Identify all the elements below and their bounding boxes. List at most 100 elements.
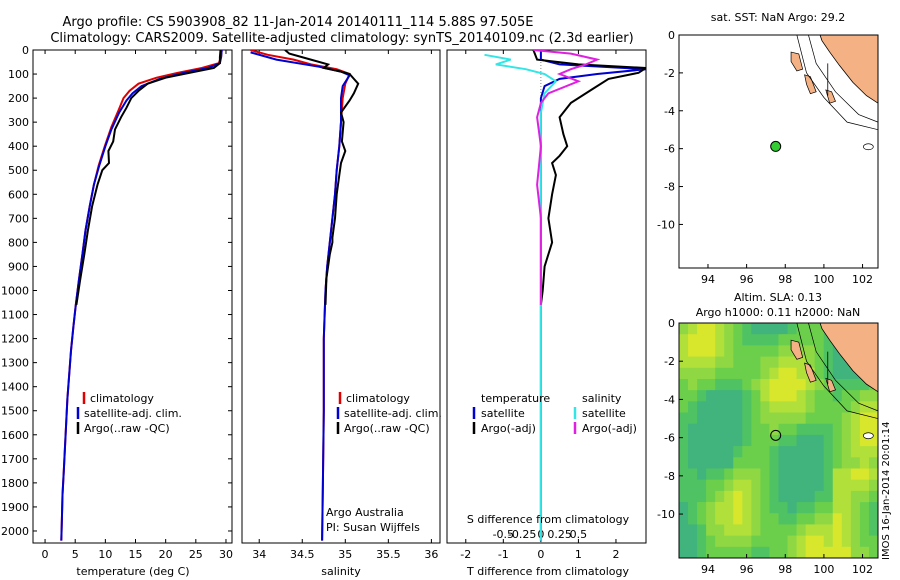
x-tick-label: 5 xyxy=(72,548,79,561)
sla-cell xyxy=(688,345,698,358)
sla-cell xyxy=(688,479,698,492)
sla-cell xyxy=(814,367,825,380)
sla-cell xyxy=(796,468,807,481)
sla-cell xyxy=(805,479,816,492)
x-tick-label: 34 xyxy=(252,548,266,561)
x-tick-label: 1 xyxy=(575,548,582,561)
sla-cell xyxy=(688,378,698,391)
sla-cell xyxy=(733,513,743,525)
sla-cell xyxy=(787,412,798,425)
sla-cell xyxy=(859,378,870,391)
lat-tick-label: -4 xyxy=(664,393,675,406)
sla-cell xyxy=(868,401,879,414)
sla-cell xyxy=(724,356,734,369)
sla-cell xyxy=(679,345,689,358)
sla-cell xyxy=(823,356,834,369)
sla-cell xyxy=(715,390,725,402)
sla-cell xyxy=(760,323,770,335)
sla-cell xyxy=(697,367,707,380)
sla-cell xyxy=(706,546,716,559)
sla-cell xyxy=(769,468,779,481)
sla-cell xyxy=(850,502,861,514)
series-line-argo-adj- xyxy=(532,50,646,306)
depth-tick-label: 1200 xyxy=(1,333,29,346)
island xyxy=(804,74,817,95)
sla-cell xyxy=(769,401,779,414)
sla-cell xyxy=(850,412,861,425)
sla-cell xyxy=(688,334,698,346)
legend-label-t-argo: Argo(-adj) xyxy=(481,422,536,435)
sla-cell xyxy=(751,535,761,548)
sla-cell xyxy=(760,490,770,503)
sla-cell xyxy=(805,378,816,391)
sla-cell xyxy=(850,513,861,525)
sla-cell xyxy=(832,479,843,492)
sla-cell xyxy=(751,390,761,402)
sla-cell xyxy=(778,479,789,492)
lat-tick-label: 0 xyxy=(668,29,675,42)
sla-cell xyxy=(760,479,770,492)
sla-cell xyxy=(706,468,716,481)
sla-cell xyxy=(796,367,807,380)
sla-cell xyxy=(823,412,834,425)
sla-cell xyxy=(787,446,798,458)
salinity-panel-frame xyxy=(241,49,441,544)
sla-cell xyxy=(832,423,843,436)
sla-cell xyxy=(697,524,707,537)
sla-cell xyxy=(814,401,825,414)
sla-cell xyxy=(679,535,689,548)
sla-cell xyxy=(796,412,807,425)
lat-tick-label: -4 xyxy=(664,105,675,118)
sla-cell xyxy=(751,412,761,425)
sla-cell xyxy=(715,323,725,335)
lat-tick-label: -8 xyxy=(664,181,675,194)
sla-cell xyxy=(742,367,752,380)
sla-cell xyxy=(841,390,852,402)
series-line-satellite xyxy=(539,50,646,541)
sla-cell xyxy=(715,401,725,414)
sla-cell xyxy=(796,378,807,391)
lat-tick-label: -2 xyxy=(664,67,675,80)
sla-cell xyxy=(679,524,689,537)
sla-cell xyxy=(724,367,734,380)
depth-contour xyxy=(808,34,879,123)
sla-cell xyxy=(823,546,834,559)
sla-cell xyxy=(778,378,789,391)
sla-cell xyxy=(832,434,843,447)
sla-cell xyxy=(841,535,852,548)
sla-cell xyxy=(859,401,870,414)
sla-cell xyxy=(724,479,734,492)
sla-cell xyxy=(850,490,861,503)
sla-cell xyxy=(814,457,825,469)
sla-cell xyxy=(823,345,834,358)
sla-cell xyxy=(706,390,716,402)
sla-cell xyxy=(841,502,852,514)
x-tick-label: 0 xyxy=(42,548,49,561)
sla-cell xyxy=(805,490,816,503)
sla-cell xyxy=(724,490,734,503)
lat-tick-label: -8 xyxy=(664,470,675,483)
lon-tick-label: 102 xyxy=(852,563,873,576)
x-tick-label: -1 xyxy=(498,548,509,561)
sla-cell xyxy=(760,356,770,369)
island xyxy=(825,89,836,104)
sla-cell xyxy=(751,345,761,358)
map-frame xyxy=(678,34,879,269)
t-difference-axis-label: T difference from climatology xyxy=(466,565,629,578)
legend-header-temperature: temperature xyxy=(481,392,550,405)
sla-cell xyxy=(715,546,725,559)
sla-cell xyxy=(823,513,834,525)
sla-cell xyxy=(859,468,870,481)
sla-cell xyxy=(796,490,807,503)
sla-cell xyxy=(760,334,770,346)
sla-cell xyxy=(823,390,834,402)
sla-cell xyxy=(724,546,734,559)
sla-cell xyxy=(751,367,761,380)
sla-cell xyxy=(778,446,789,458)
legend-label-s-argo: Argo(-adj) xyxy=(582,422,637,435)
sla-cell xyxy=(841,423,852,436)
sla-cell xyxy=(814,490,825,503)
sla-cell xyxy=(688,423,698,436)
sla-cell xyxy=(742,412,752,425)
sla-cell xyxy=(814,479,825,492)
